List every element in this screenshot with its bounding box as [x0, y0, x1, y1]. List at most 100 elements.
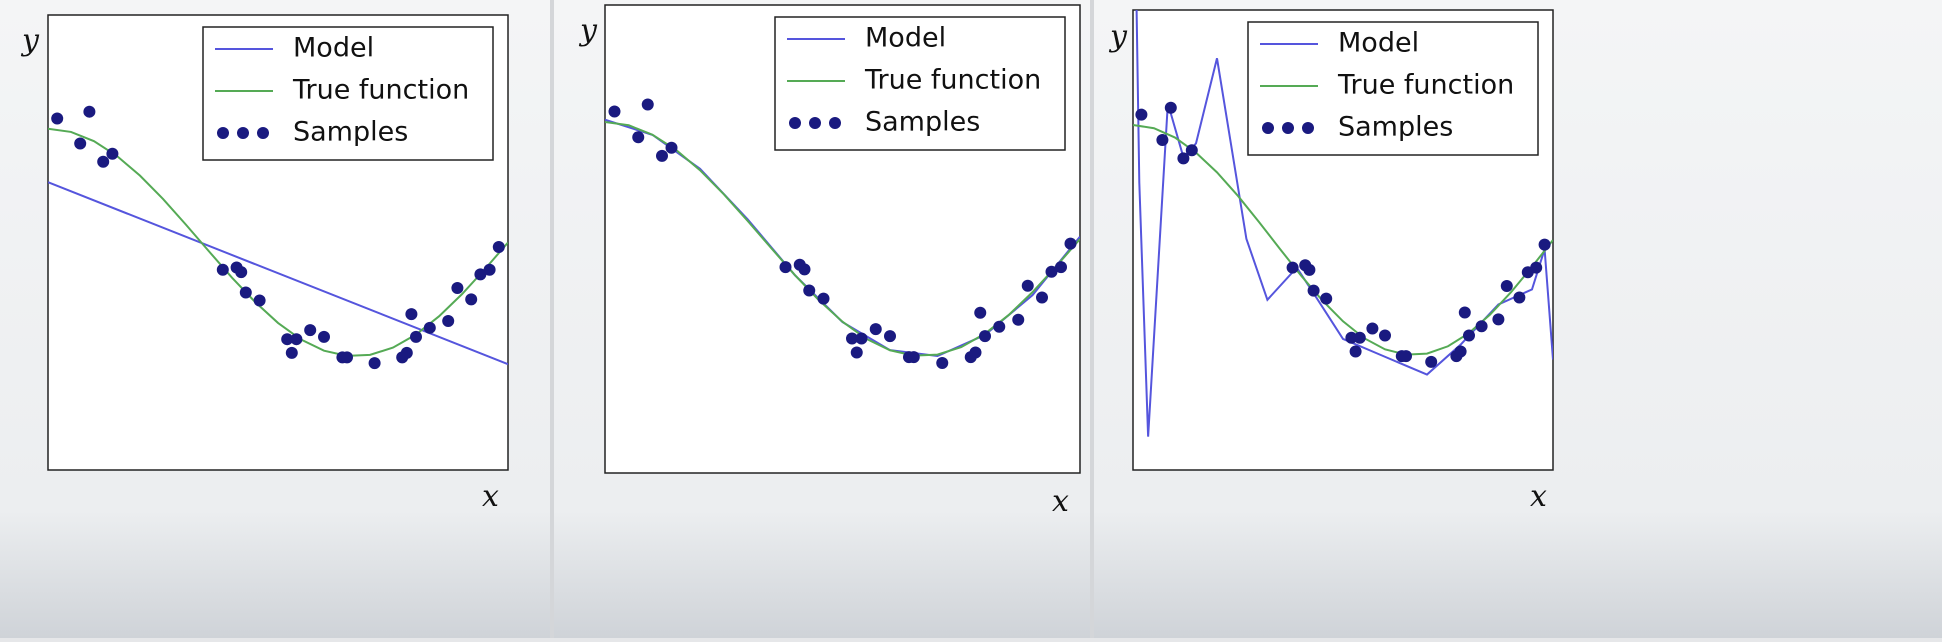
plot-content [605, 98, 1080, 370]
sample-point [1454, 345, 1467, 358]
sample-point [290, 333, 303, 346]
plot-content [1133, 10, 1553, 437]
legend-swatch [237, 127, 249, 139]
sample-point [1513, 291, 1526, 304]
sample-point [1475, 320, 1488, 333]
sample-point [1538, 238, 1551, 251]
sample-point [281, 333, 294, 346]
sample-point [608, 105, 621, 118]
sample-point [1320, 292, 1333, 305]
sample-point [1492, 313, 1505, 326]
sample-point [253, 294, 266, 307]
chart-panel: y x Model True function Samples [20, 14, 509, 514]
sample-point [974, 306, 987, 319]
sample-point [97, 155, 110, 168]
sample-point [474, 268, 487, 281]
sample-point [1164, 101, 1177, 114]
sample-point [846, 332, 858, 345]
legend-swatch [789, 117, 801, 129]
sample-point [341, 351, 353, 364]
sample-point [239, 286, 252, 299]
sample-point [1055, 261, 1067, 274]
sample-point [632, 131, 645, 144]
sample-point [803, 284, 816, 297]
sample-point [318, 330, 330, 343]
legend-swatch [1302, 122, 1314, 134]
sample-point [1303, 263, 1316, 276]
sample-point [1021, 279, 1034, 292]
legend-label: Model [1338, 28, 1419, 59]
sample-point [1425, 355, 1438, 368]
sample-point [405, 308, 418, 321]
sample-point [1366, 322, 1379, 335]
sample-point [465, 293, 478, 306]
sample-point [106, 147, 119, 160]
sample-point [216, 263, 229, 276]
sample-point [1379, 329, 1391, 342]
legend-swatch [1282, 122, 1294, 134]
sample-point [83, 105, 96, 118]
sample-point [907, 351, 920, 364]
sample-point [1036, 291, 1048, 304]
sample-point [855, 332, 868, 345]
y-axis-label: y [578, 13, 598, 48]
legend-swatch [1262, 122, 1274, 134]
x-axis-label: x [1530, 479, 1547, 514]
legend-label: Model [293, 33, 374, 64]
sample-point [1012, 313, 1025, 326]
sample-point [483, 263, 496, 276]
sample-point [641, 98, 654, 111]
sample-point [285, 346, 298, 359]
sample-point [1349, 345, 1362, 358]
x-axis-label: x [1052, 484, 1069, 519]
sample-point [304, 324, 317, 337]
legend-swatch [829, 117, 841, 129]
sample-point [936, 357, 949, 370]
sample-point [442, 314, 455, 327]
sample-point [492, 241, 505, 254]
sample-point [1286, 261, 1299, 274]
sample-point [1185, 144, 1198, 157]
legend-swatch [257, 127, 269, 139]
chart-panel: y x Model True function Samples [578, 4, 1081, 519]
divider [550, 0, 554, 638]
plot-content [48, 105, 508, 370]
sample-point [817, 292, 830, 305]
legend-label: True function [1337, 70, 1514, 101]
y-axis-label: y [1108, 19, 1128, 54]
sample-point [400, 346, 413, 359]
sample-point [1177, 152, 1190, 165]
sample-point [1400, 350, 1412, 363]
divider [1090, 0, 1094, 638]
sample-point [1135, 108, 1148, 121]
sample-point [1463, 329, 1475, 342]
legend-label: Samples [1338, 112, 1453, 143]
y-axis-label: y [20, 23, 40, 58]
legend-swatch [217, 127, 229, 139]
legend-label: Samples [865, 107, 980, 138]
sample-point [451, 282, 464, 294]
legend-label: True function [864, 65, 1041, 96]
sample-point [423, 321, 436, 334]
legend-label: True function [292, 75, 469, 106]
sample-point [1530, 261, 1543, 274]
sample-point [74, 137, 87, 150]
legend-swatch [809, 117, 821, 129]
sample-point [869, 323, 882, 336]
sample-point [969, 346, 982, 359]
sample-point [51, 112, 64, 125]
sample-point [656, 149, 668, 162]
sample-point [1500, 280, 1513, 292]
sample-point [850, 346, 863, 359]
sample-point [1307, 284, 1320, 297]
sample-point [979, 330, 991, 343]
sample-point [665, 141, 678, 154]
line-series [48, 181, 508, 366]
legend-label: Samples [293, 117, 408, 148]
sample-point [235, 266, 248, 279]
sample-point [1353, 331, 1366, 344]
chart-panel: y x Model True function Samples [1108, 9, 1554, 514]
sample-point [1345, 331, 1358, 344]
